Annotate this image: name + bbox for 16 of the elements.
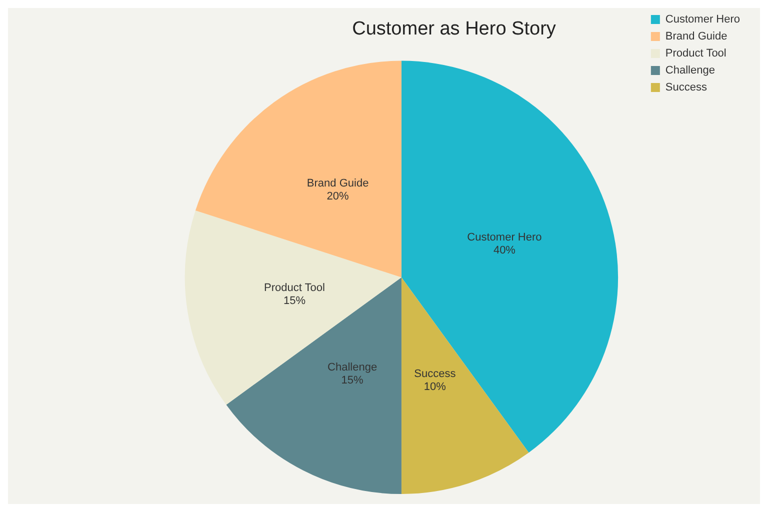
chart-title: Customer as Hero Story — [352, 18, 556, 40]
data-label: 20% — [326, 190, 350, 202]
slice-label: Challenge — [328, 361, 378, 374]
data-label: 10% — [424, 380, 446, 393]
slice-label: Brand Guide — [306, 177, 369, 190]
legend-label: Brand Guide — [665, 30, 728, 43]
data-label: 15% — [341, 374, 364, 386]
legend-label: Customer Hero — [665, 14, 740, 26]
legend-label: Product Tool — [665, 48, 726, 60]
slice-label: Success — [414, 368, 456, 380]
data-label: 40% — [493, 244, 516, 256]
legend-label: Challenge — [665, 64, 715, 77]
legend-label: Success — [665, 82, 708, 94]
data-label: 15% — [283, 294, 306, 307]
slice-label: Product Tool — [264, 282, 325, 294]
slice-label: Customer Hero — [467, 231, 542, 244]
